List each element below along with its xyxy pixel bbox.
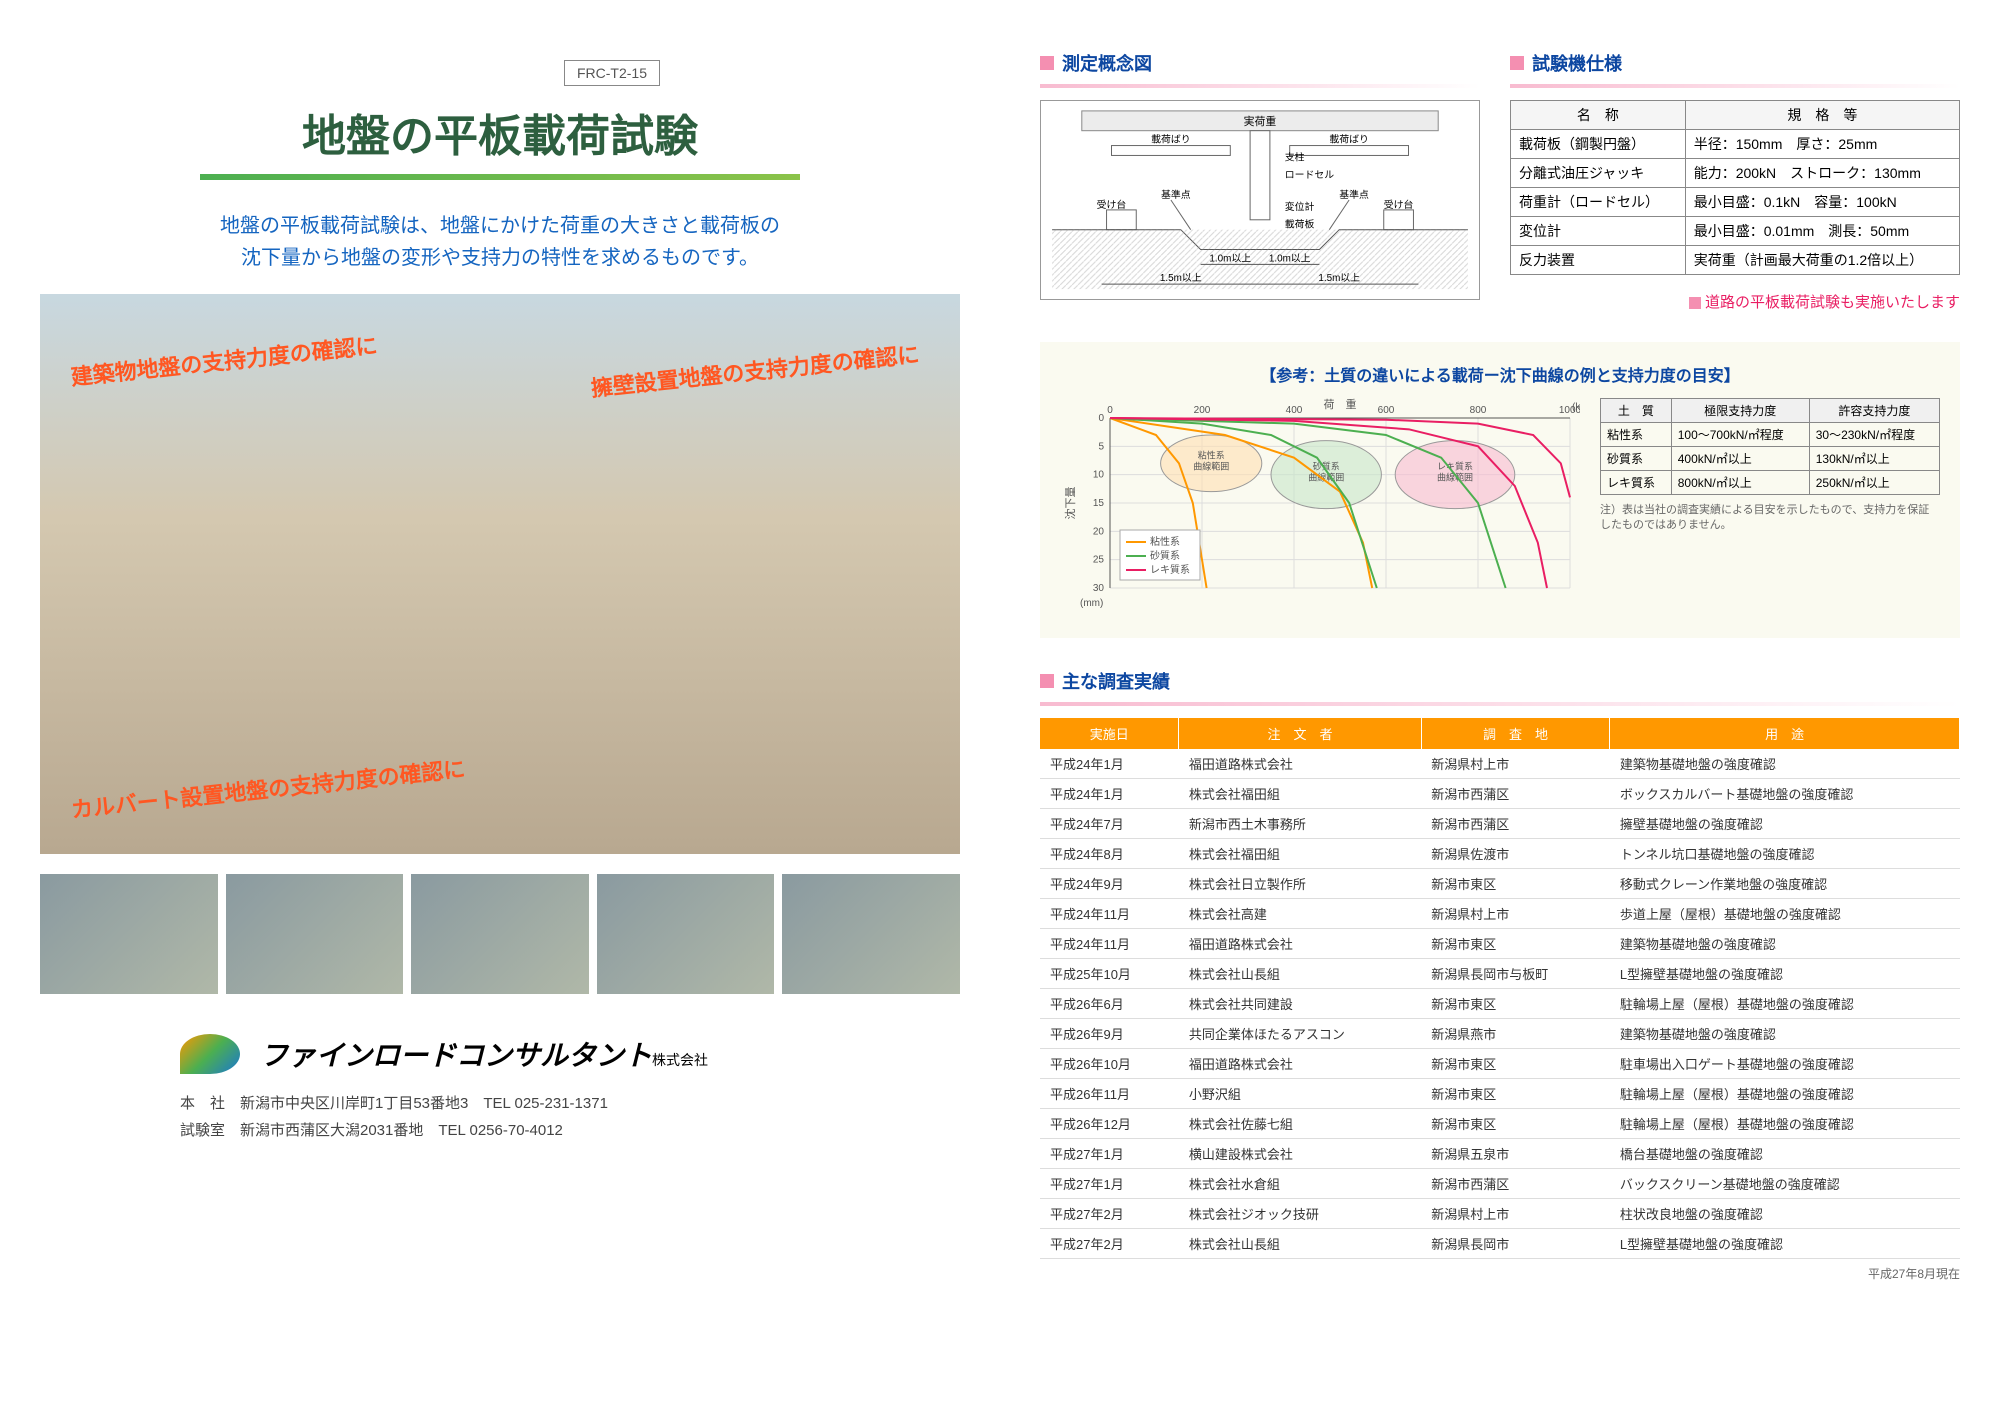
svg-text:(mm): (mm)	[1080, 598, 1103, 609]
photo-label-3: カルバート設置地盤の支持力度の確認に	[69, 751, 466, 824]
chart-note: 注）表は当社の調査実績による目安を示したもので、支持力を保証したものではありませ…	[1600, 503, 1940, 534]
company-block: ファインロードコンサルタント株式会社 本 社 新潟市中央区川岸町1丁目53番地3…	[40, 1034, 960, 1144]
spec-box: 試験機仕様 名 称規 格 等 載荷板（鋼製円盤）半径：150mm 厚さ：25mm…	[1510, 50, 1960, 312]
svg-text:基準点: 基準点	[1339, 188, 1369, 201]
svg-text:変位計: 変位計	[1285, 200, 1315, 213]
table-row: 平成24年7月新潟市西土木事務所新潟市西蒲区擁壁基礎地盤の強度確認	[1040, 809, 1960, 839]
svg-text:1.0m以上: 1.0m以上	[1209, 252, 1251, 264]
main-title: 地盤の平板載荷試験	[40, 100, 960, 164]
svg-text:5: 5	[1098, 441, 1104, 452]
company-address: 本 社 新潟市中央区川岸町1丁目53番地3 TEL 025-231-1371 試…	[180, 1090, 960, 1144]
load-settlement-chart: 02004006008001000051015202530荷 重(kN/㎡)沈下…	[1060, 398, 1580, 618]
svg-text:載荷ばり: 載荷ばり	[1151, 134, 1191, 146]
description: 地盤の平板載荷試験は、地盤にかけた荷重の大きさと載荷板の 沈下量から地盤の変形や…	[40, 210, 960, 274]
results-table: 実施日 注 文 者 調 査 地 用 途 平成24年1月福田道路株式会社新潟県村上…	[1040, 718, 1960, 1259]
photo-label-1: 建築物地盤の支持力度の確認に	[69, 328, 379, 392]
table-row: 平成24年1月福田道路株式会社新潟県村上市建築物基礎地盤の強度確認	[1040, 749, 1960, 779]
chart-section: 【参考：土質の違いによる載荷ー沈下曲線の例と支持力度の目安】 020040060…	[1040, 342, 1960, 638]
left-page: FRC-T2-15 地盤の平板載荷試験 地盤の平板載荷試験は、地盤にかけた荷重の…	[0, 0, 1000, 1415]
svg-text:0: 0	[1107, 405, 1113, 416]
svg-text:10: 10	[1093, 470, 1105, 481]
svg-text:200: 200	[1194, 405, 1211, 416]
thumbnail-row	[40, 874, 960, 994]
svg-text:400: 400	[1286, 405, 1303, 416]
svg-text:実荷重: 実荷重	[1244, 114, 1277, 128]
table-row: 平成27年2月株式会社山長組新潟県長岡市L型擁壁基礎地盤の強度確認	[1040, 1229, 1960, 1259]
svg-text:受け台: 受け台	[1384, 198, 1414, 211]
results-section: 主な調査実績 実施日 注 文 者 調 査 地 用 途 平成24年1月福田道路株式…	[1040, 668, 1960, 1282]
thumb-1	[40, 874, 218, 994]
svg-text:粘性系: 粘性系	[1198, 449, 1225, 460]
svg-text:載荷板: 載荷板	[1285, 218, 1315, 231]
section-results-title: 主な調査実績	[1062, 668, 1170, 694]
svg-text:1.5m以上: 1.5m以上	[1318, 272, 1360, 284]
svg-text:15: 15	[1093, 498, 1105, 509]
doc-code: FRC-T2-15	[564, 60, 660, 86]
section-spec-title: 試験機仕様	[1532, 50, 1622, 76]
svg-text:30: 30	[1093, 583, 1105, 594]
table-row: 平成25年10月株式会社山長組新潟県長岡市与板町L型擁壁基礎地盤の強度確認	[1040, 959, 1960, 989]
section-diagram-title: 測定概念図	[1062, 50, 1152, 76]
date-note: 平成27年8月現在	[1040, 1265, 1960, 1282]
svg-text:(kN/㎡): (kN/㎡)	[1572, 401, 1580, 413]
table-row: 平成26年10月福田道路株式会社新潟市東区駐車場出入口ゲート基礎地盤の強度確認	[1040, 1049, 1960, 1079]
svg-text:受け台: 受け台	[1097, 198, 1127, 211]
thumb-2	[226, 874, 404, 994]
svg-text:600: 600	[1378, 405, 1395, 416]
svg-text:25: 25	[1093, 555, 1105, 566]
thumb-3	[411, 874, 589, 994]
chart-title: 【参考：土質の違いによる載荷ー沈下曲線の例と支持力度の目安】	[1060, 362, 1940, 386]
thumb-4	[597, 874, 775, 994]
svg-text:載荷ばり: 載荷ばり	[1329, 134, 1369, 146]
svg-text:ロードセル: ロードセル	[1285, 169, 1335, 181]
table-row: 平成26年9月共同企業体ほたるアスコン新潟県燕市建築物基礎地盤の強度確認	[1040, 1019, 1960, 1049]
road-note: 道路の平板載荷試験も実施いたします	[1510, 291, 1960, 312]
svg-text:支柱: 支柱	[1285, 150, 1305, 163]
table-row: 平成24年11月福田道路株式会社新潟市東区建築物基礎地盤の強度確認	[1040, 929, 1960, 959]
spec-table: 名 称規 格 等 載荷板（鋼製円盤）半径：150mm 厚さ：25mm分離式油圧ジ…	[1510, 100, 1960, 275]
right-page: 測定概念図 実荷重 載荷ばり 載荷ばり 支柱 ロードセル 変位計 載荷板 受け台…	[1000, 0, 2000, 1415]
company-suffix: 株式会社	[652, 1052, 708, 1068]
table-row: 平成26年11月小野沢組新潟市東区駐輪場上屋（屋根）基礎地盤の強度確認	[1040, 1079, 1960, 1109]
company-name: ファインロードコンサルタント	[260, 1040, 652, 1071]
svg-text:荷 重: 荷 重	[1324, 398, 1357, 411]
table-row: 平成27年1月横山建設株式会社新潟県五泉市橋台基礎地盤の強度確認	[1040, 1139, 1960, 1169]
diagram-box: 測定概念図 実荷重 載荷ばり 載荷ばり 支柱 ロードセル 変位計 載荷板 受け台…	[1040, 50, 1480, 312]
title-underline	[200, 174, 800, 180]
soil-table: 土 質極限支持力度許容支持力度 粘性系100～700kN/㎡程度30～230kN…	[1600, 398, 1940, 495]
table-row: 平成24年11月株式会社高建新潟県村上市歩道上屋（屋根）基礎地盤の強度確認	[1040, 899, 1960, 929]
photo-label-2: 擁壁設置地盤の支持力度の確認に	[589, 337, 921, 403]
schematic-svg: 実荷重 載荷ばり 載荷ばり 支柱 ロードセル 変位計 載荷板 受け台 受け台 基…	[1040, 100, 1480, 300]
svg-text:レキ質系: レキ質系	[1437, 461, 1473, 472]
svg-text:砂質系: 砂質系	[1150, 549, 1180, 562]
table-row: 平成26年12月株式会社佐藤七組新潟市東区駐輪場上屋（屋根）基礎地盤の強度確認	[1040, 1109, 1960, 1139]
svg-text:20: 20	[1093, 526, 1105, 537]
svg-text:1.5m以上: 1.5m以上	[1160, 272, 1202, 284]
svg-text:曲線範囲: 曲線範囲	[1193, 460, 1229, 471]
table-row: 平成27年2月株式会社ジオック技研新潟県村上市柱状改良地盤の強度確認	[1040, 1199, 1960, 1229]
svg-text:沈下量: 沈下量	[1063, 487, 1077, 520]
table-row: 平成24年9月株式会社日立製作所新潟市東区移動式クレーン作業地盤の強度確認	[1040, 869, 1960, 899]
svg-text:基準点: 基準点	[1161, 188, 1191, 201]
svg-text:レキ質系: レキ質系	[1150, 563, 1190, 576]
main-photo: 建築物地盤の支持力度の確認に 擁壁設置地盤の支持力度の確認に カルバート設置地盤…	[40, 294, 960, 854]
svg-text:800: 800	[1470, 405, 1487, 416]
svg-text:1.0m以上: 1.0m以上	[1269, 252, 1311, 264]
svg-text:粘性系: 粘性系	[1150, 535, 1180, 548]
table-row: 平成26年6月株式会社共同建設新潟市東区駐輪場上屋（屋根）基礎地盤の強度確認	[1040, 989, 1960, 1019]
logo-icon	[180, 1034, 240, 1074]
thumb-5	[782, 874, 960, 994]
svg-text:0: 0	[1098, 413, 1104, 424]
table-row: 平成24年8月株式会社福田組新潟県佐渡市トンネル坑口基礎地盤の強度確認	[1040, 839, 1960, 869]
table-row: 平成24年1月株式会社福田組新潟市西蒲区ボックスカルバート基礎地盤の強度確認	[1040, 779, 1960, 809]
table-row: 平成27年1月株式会社水倉組新潟市西蒲区バックスクリーン基礎地盤の強度確認	[1040, 1169, 1960, 1199]
